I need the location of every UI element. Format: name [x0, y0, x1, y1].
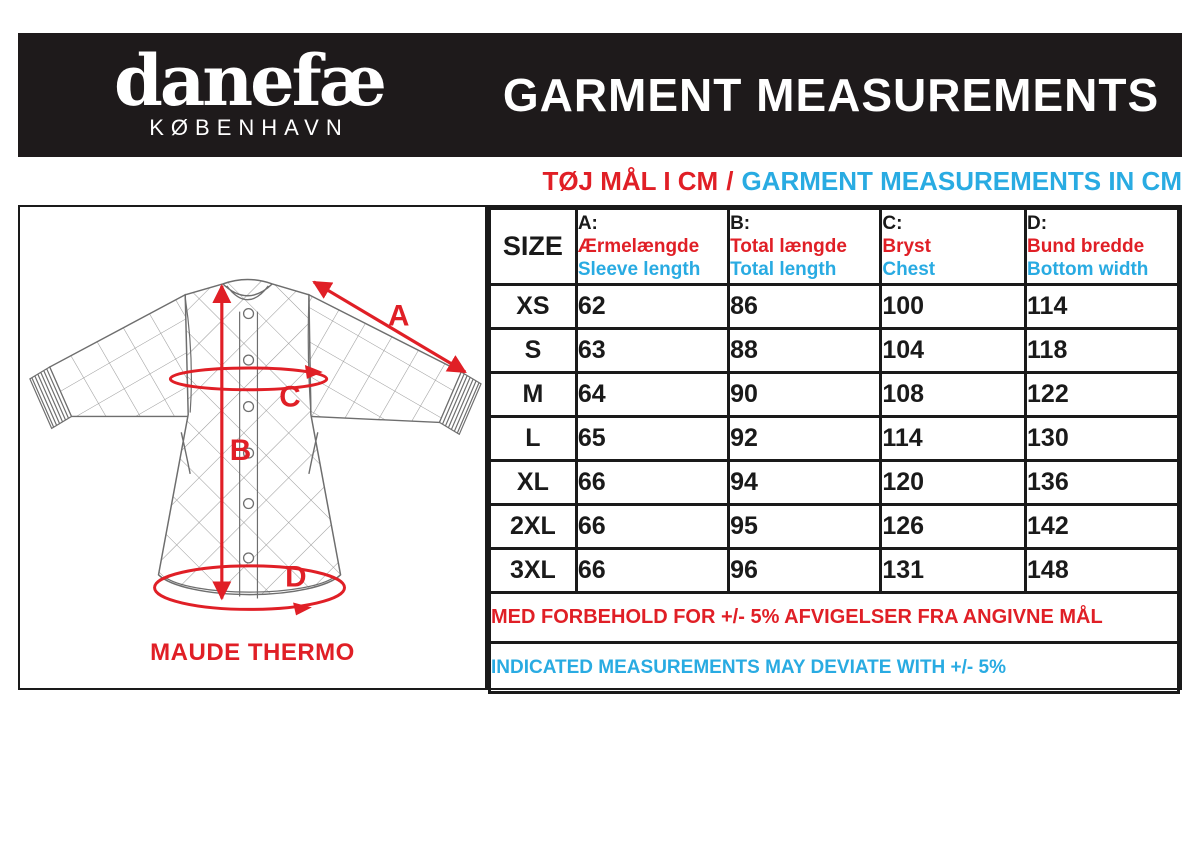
- value-cell: 108: [879, 371, 1028, 418]
- column-key: B:: [730, 212, 751, 234]
- value-cell: 131: [879, 547, 1028, 594]
- label-a: A: [388, 299, 409, 332]
- size-cell: 2XL: [488, 503, 578, 550]
- note-row-english: INDICATED MEASUREMENTS MAY DEVIATE WITH …: [488, 641, 1180, 694]
- column-danish: Total længde: [730, 235, 847, 257]
- subtitle-danish: TØJ MÅL I CM: [542, 165, 719, 196]
- value-cell: 136: [1024, 459, 1180, 506]
- size-cell: M: [488, 371, 578, 418]
- column-header-size: SIZE: [488, 207, 578, 286]
- value-cell: 66: [574, 503, 731, 550]
- table-notes: MED FORBEHOLD FOR +/- 5% AFVIGELSER FRA …: [488, 591, 1180, 694]
- value-cell: 62: [574, 283, 731, 330]
- column-header-c: C: Bryst Chest: [879, 207, 1028, 286]
- column-english: Bottom width: [1027, 259, 1149, 281]
- page-title: GARMENT MEASUREMENTS: [502, 69, 1160, 121]
- value-cell: 90: [727, 371, 883, 418]
- content-sheet: A B C D MAUDE THERMO SIZE A: Ærmelængde: [18, 205, 1182, 694]
- coat-cuffs: [29, 366, 482, 436]
- coat-diagram: A B C D: [29, 278, 482, 616]
- measure-d-ellipse: [153, 564, 346, 611]
- table-row: 3XL 66 96 131 148: [488, 547, 1180, 594]
- column-danish: Ærmelængde: [577, 235, 700, 257]
- column-english: Chest: [882, 259, 936, 281]
- coat-body: [157, 278, 342, 599]
- brand-city: KØBENHAVN: [149, 114, 349, 140]
- brand-logo: danefæ KØBENHAVN: [18, 33, 480, 157]
- size-cell: S: [488, 327, 578, 374]
- label-b: B: [230, 434, 251, 467]
- value-cell: 64: [574, 371, 731, 418]
- value-cell: 126: [879, 503, 1028, 550]
- brand-logo-text: danefæ: [113, 39, 387, 123]
- table-row: M 64 90 108 122: [488, 371, 1180, 418]
- diagram-panel: A B C D MAUDE THERMO: [20, 207, 488, 688]
- value-cell: 114: [1024, 283, 1180, 330]
- size-cell: 3XL: [488, 547, 578, 594]
- size-cell: XL: [488, 459, 578, 506]
- value-cell: 148: [1024, 547, 1180, 594]
- measure-d-arrowhead: [293, 602, 312, 616]
- table-header: SIZE A: Ærmelængde Sleeve length B: Tota…: [488, 207, 1180, 286]
- label-d: D: [285, 561, 306, 594]
- value-cell: 122: [1024, 371, 1180, 418]
- value-cell: 66: [574, 547, 731, 594]
- table-row: XS 62 86 100 114: [488, 283, 1180, 330]
- value-cell: 63: [574, 327, 731, 374]
- table-row: 2XL 66 95 126 142: [488, 503, 1180, 550]
- value-cell: 86: [727, 283, 883, 330]
- subtitle-english: GARMENT MEASUREMENTS IN CM: [741, 165, 1182, 196]
- size-cell: L: [488, 415, 578, 462]
- value-cell: 94: [727, 459, 883, 506]
- value-cell: 120: [879, 459, 1028, 506]
- column-header-d: D: Bund bredde Bottom width: [1024, 207, 1180, 286]
- value-cell: 92: [727, 415, 883, 462]
- value-cell: 96: [727, 547, 883, 594]
- value-cell: 88: [727, 327, 883, 374]
- column-danish: Bryst: [882, 235, 931, 257]
- value-cell: 130: [1024, 415, 1180, 462]
- column-key: C:: [882, 212, 903, 234]
- column-key: A:: [577, 212, 598, 234]
- measurements-table: SIZE A: Ærmelængde Sleeve length B: Tota…: [488, 207, 1180, 694]
- note-danish: MED FORBEHOLD FOR +/- 5% AFVIGELSER FRA …: [488, 591, 1180, 644]
- subtitle-separator: /: [726, 165, 734, 196]
- title-wrap: GARMENT MEASUREMENTS: [480, 33, 1182, 157]
- size-cell: XS: [488, 283, 578, 330]
- column-header-a: A: Ærmelængde Sleeve length: [574, 207, 731, 286]
- product-name: MAUDE THERMO: [150, 639, 355, 666]
- note-english: INDICATED MEASUREMENTS MAY DEVIATE WITH …: [488, 641, 1180, 694]
- column-english: Total length: [730, 259, 837, 281]
- value-cell: 104: [879, 327, 1028, 374]
- table-row: XL 66 94 120 136: [488, 459, 1180, 506]
- label-c: C: [279, 381, 300, 414]
- value-cell: 65: [574, 415, 731, 462]
- column-english: Sleeve length: [577, 259, 701, 281]
- column-header-b: B: Total længde Total length: [727, 207, 883, 286]
- table-row: S 63 88 104 118: [488, 327, 1180, 374]
- note-row-danish: MED FORBEHOLD FOR +/- 5% AFVIGELSER FRA …: [488, 591, 1180, 644]
- measurement-arrows: A B C D: [153, 280, 467, 616]
- size-table-body: XS 62 86 100 114 S 63 88 104 118 M 64 90 108 122 L 65 92 1…: [488, 283, 1180, 594]
- column-danish: Bund bredde: [1027, 235, 1145, 257]
- header-bar: danefæ KØBENHAVN GARMENT MEASUREMENTS: [18, 33, 1182, 157]
- value-cell: 118: [1024, 327, 1180, 374]
- column-key: D:: [1027, 212, 1048, 234]
- table-row: L 65 92 114 130: [488, 415, 1180, 462]
- value-cell: 114: [879, 415, 1028, 462]
- measure-a-arrow: [312, 280, 467, 374]
- value-cell: 142: [1024, 503, 1180, 550]
- measure-c-ellipse: [168, 366, 329, 392]
- subtitle: TØJ MÅL I CM / GARMENT MEASUREMENTS IN C…: [18, 157, 1182, 205]
- value-cell: 66: [574, 459, 731, 506]
- value-cell: 100: [879, 283, 1028, 330]
- value-cell: 95: [727, 503, 883, 550]
